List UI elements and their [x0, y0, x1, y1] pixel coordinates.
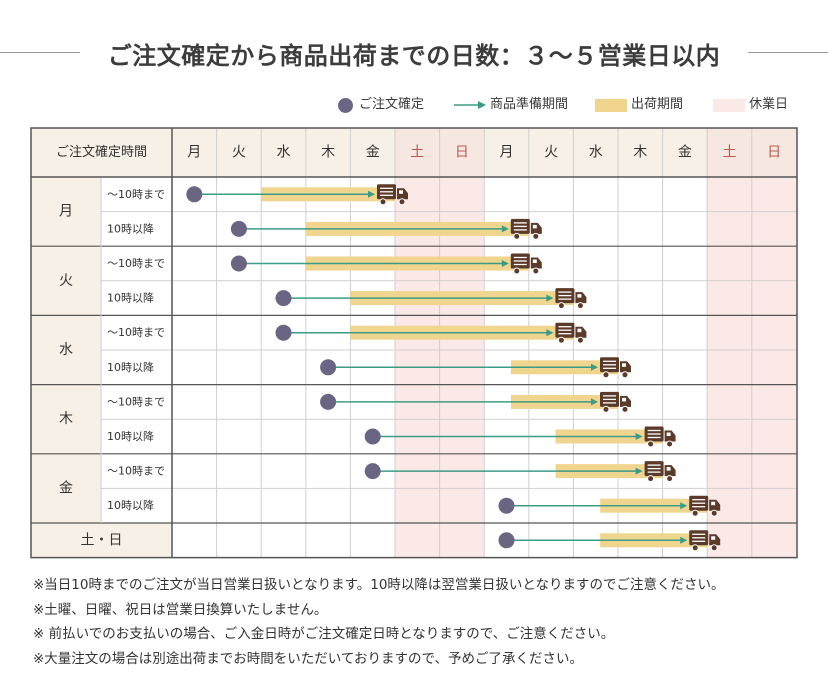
truck-icon — [600, 391, 631, 413]
day-header: 金 — [366, 145, 380, 161]
prep-arrow-head — [591, 363, 598, 371]
order-time-label: 10時以降 — [107, 429, 154, 443]
day-group-label: 金 — [59, 480, 73, 496]
day-header: 火 — [232, 145, 246, 161]
table-border — [30, 127, 798, 559]
order-dot-icon — [338, 98, 353, 113]
order-time-label: ～10時まで — [107, 188, 165, 201]
prep-arrow-head — [546, 329, 554, 337]
order-dot — [275, 324, 292, 341]
title-area: ご注文確定から商品出荷までの日数：３～５営業日以内 — [0, 32, 828, 72]
prep-arrow-head — [680, 502, 688, 510]
truck-icon — [555, 322, 587, 344]
order-dot — [364, 428, 381, 445]
order-time-label: ～10時まで — [107, 395, 165, 408]
truck-icon — [377, 184, 408, 206]
prep-arrow-head — [546, 294, 554, 302]
note-line: ※ 前払いでのお支払いの場合、ご入金日時がご注文確定日時となりますので、ご注意く… — [33, 626, 615, 642]
day-group-label: 火 — [59, 273, 73, 289]
day-header: 木 — [633, 145, 647, 161]
day-header: 日 — [455, 145, 469, 161]
holiday-column — [751, 177, 797, 558]
holiday-column — [707, 177, 752, 558]
legend-label-prep: 商品準備期間 — [490, 97, 569, 112]
legend-label-holiday: 休業日 — [749, 97, 789, 112]
day-header: 月 — [500, 145, 514, 161]
day-header: 水 — [589, 145, 603, 161]
day-group-label: 月 — [59, 204, 73, 220]
day-header: 火 — [544, 145, 558, 161]
order-time-label: 10時以降 — [107, 360, 154, 374]
holiday-header-cell — [439, 128, 485, 177]
day-group-label: 水 — [59, 342, 73, 358]
order-dot — [230, 220, 247, 237]
order-dot — [230, 255, 247, 272]
note-line: ※大量注文の場合は別途出荷までお時間をいただいておりますので、予めご了承ください… — [33, 650, 583, 667]
note-line: ※当日10時までのご注文が当日営業日扱いとなります。10時以降は翌営業日扱いとな… — [33, 577, 725, 593]
order-time-label: ～10時まで — [107, 465, 165, 478]
truck-icon — [510, 218, 542, 240]
holiday-header-cell — [751, 128, 797, 177]
order-dot — [364, 463, 381, 480]
order-dot — [498, 497, 515, 514]
arrow-right-icon — [454, 101, 486, 109]
order-dot — [498, 532, 515, 549]
prep-arrow-head — [368, 190, 375, 198]
legend: ご注文確定 商品準備期間 出荷期間 休業日 — [0, 94, 828, 116]
day-group-label: 木 — [59, 411, 73, 427]
day-header: 木 — [321, 145, 335, 161]
truck-icon — [689, 530, 721, 552]
holiday-header-cell — [707, 128, 752, 177]
day-header: 土 — [723, 145, 737, 161]
order-dot — [320, 359, 337, 376]
order-dot — [275, 290, 292, 307]
notes: ※当日10時までのご注文が当日営業日扱いとなります。10時以降は翌営業日扱いとな… — [33, 573, 823, 671]
weekend-row-label: 土・日 — [81, 532, 123, 548]
day-header: 日 — [767, 145, 781, 161]
prep-arrow-head — [501, 260, 509, 267]
truck-icon — [555, 288, 587, 310]
header-label: ご注文確定時間 — [56, 144, 147, 160]
prep-arrow-head — [635, 467, 643, 475]
legend-label-order: ご注文確定 — [359, 97, 425, 112]
holiday-swatch — [713, 99, 745, 112]
truck-icon — [644, 461, 676, 483]
holiday-header-cell — [395, 128, 440, 177]
note-line: ※土曜、日曜、祝日は営業日換算いたしません。 — [33, 601, 328, 618]
order-time-label: 10時以降 — [107, 291, 154, 305]
order-dot — [186, 186, 203, 203]
truck-icon — [600, 357, 631, 379]
day-header: 金 — [678, 145, 692, 161]
legend-label-ship: 出荷期間 — [631, 97, 684, 112]
title-divider-right — [748, 52, 828, 53]
order-time-label: ～10時まで — [107, 326, 165, 339]
order-dot — [320, 393, 337, 410]
truck-icon — [689, 495, 721, 517]
title-divider-left — [0, 52, 80, 53]
day-header: 水 — [277, 145, 291, 161]
order-time-label: ～10時まで — [107, 257, 165, 270]
prep-arrow-head — [635, 433, 643, 440]
prep-arrow-head — [680, 536, 688, 544]
prep-arrow-head — [501, 225, 509, 233]
page-title: ご注文確定から商品出荷までの日数：３～５営業日以内 — [107, 42, 721, 70]
prep-arrow-head — [591, 398, 598, 406]
truck-icon — [644, 426, 676, 448]
order-time-label: 10時以降 — [107, 221, 154, 235]
order-time-label: 10時以降 — [107, 498, 154, 512]
shipping-bar-swatch — [595, 99, 627, 112]
truck-icon — [510, 253, 542, 275]
day-header: 土 — [410, 145, 424, 161]
day-header: 月 — [187, 145, 201, 161]
